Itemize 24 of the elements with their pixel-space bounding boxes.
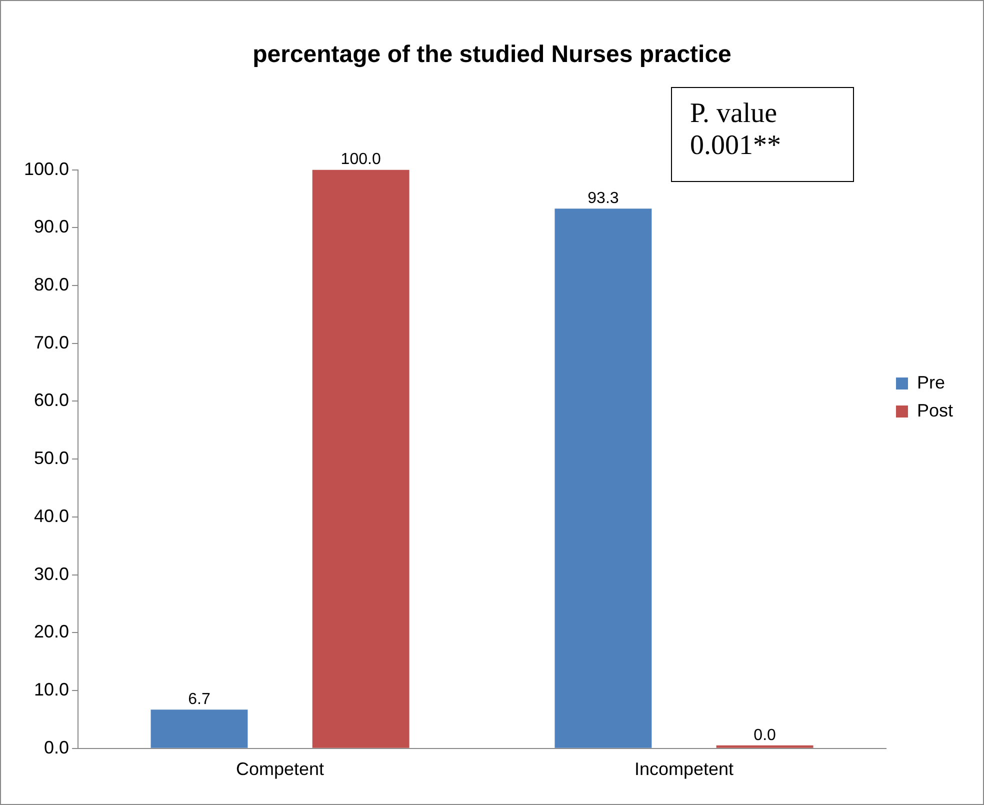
- y-tick-label: 80.0: [34, 274, 70, 294]
- y-tick-label: 60.0: [34, 390, 70, 410]
- legend-label: Post: [916, 400, 954, 420]
- y-tick-label: 100.0: [24, 158, 70, 179]
- y-tick-label: 70.0: [34, 332, 70, 352]
- bar: [554, 208, 652, 748]
- bar: [716, 745, 814, 748]
- bar: [312, 170, 410, 748]
- y-tick-label: 20.0: [34, 622, 70, 642]
- y-tick-label: 40.0: [34, 506, 70, 526]
- y-tick-label: 10.0: [34, 680, 70, 700]
- text: P. value 0.001**: [671, 87, 854, 182]
- data-label: 0.0: [754, 726, 776, 744]
- legend-label: Pre: [916, 372, 945, 392]
- data-label: 93.3: [588, 190, 619, 207]
- data-label: 6.7: [188, 691, 210, 708]
- x-tick-label: Incompetent: [634, 759, 734, 780]
- data-label: 100.0: [340, 151, 381, 168]
- chart-title: percentage of the studied Nurses practice: [252, 41, 732, 68]
- x-tick-label: Competent: [236, 759, 324, 780]
- y-tick-label: 0.0: [44, 737, 70, 758]
- y-tick-label: 90.0: [34, 216, 70, 237]
- y-tick-label: 30.0: [34, 564, 70, 584]
- y-tick-label: 50.0: [34, 448, 70, 468]
